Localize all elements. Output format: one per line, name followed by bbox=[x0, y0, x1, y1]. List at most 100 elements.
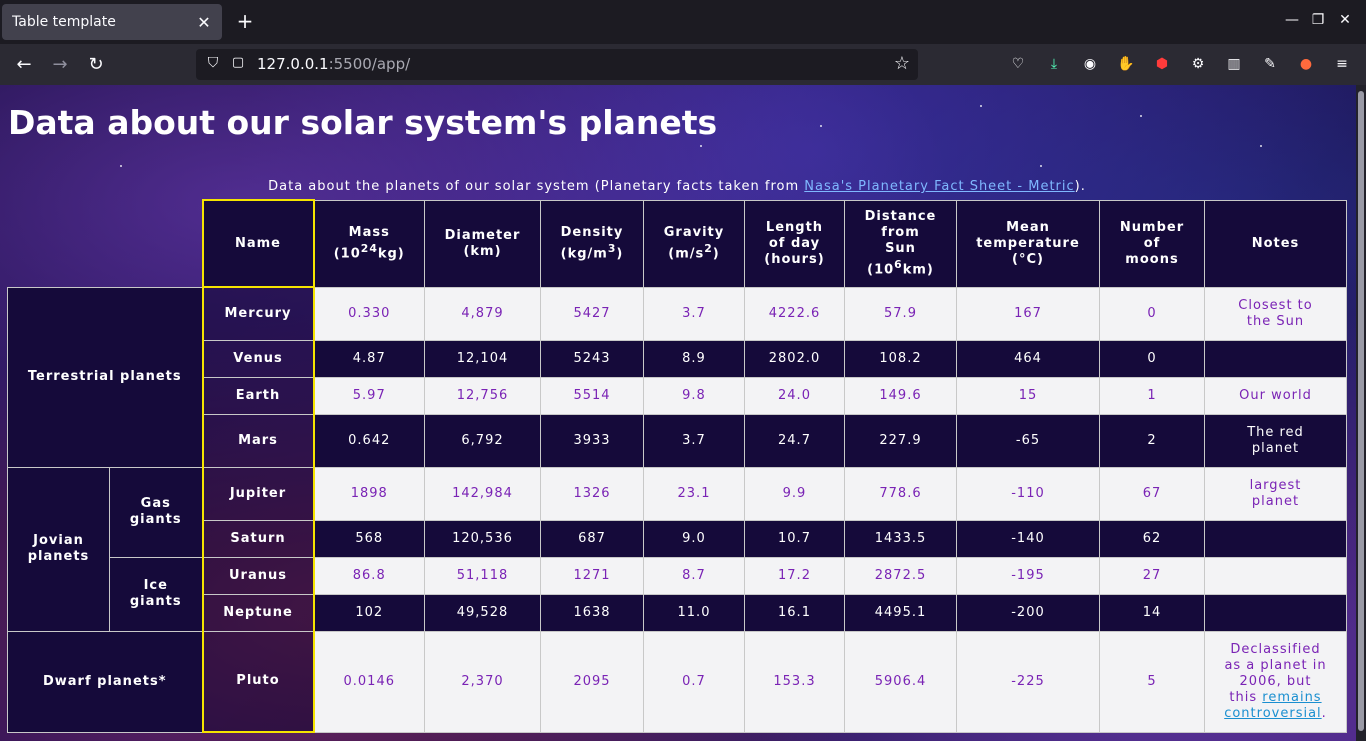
star-decoration bbox=[700, 145, 702, 147]
table-row: Earth 5.97 12,756 5514 9.8 24.0 149.6 15… bbox=[8, 376, 1347, 415]
cell-moons: 27 bbox=[1099, 556, 1205, 595]
corner-cell bbox=[8, 200, 203, 287]
cell-density: 3933 bbox=[540, 413, 644, 468]
shield-icon[interactable]: ⛉ bbox=[207, 55, 219, 71]
url-host: 127.0.0.1 bbox=[257, 55, 329, 73]
bookmark-star-icon[interactable]: ☆ bbox=[893, 53, 910, 74]
nasa-fact-sheet-link[interactable]: Nasa's Planetary Fact Sheet - Metric bbox=[804, 179, 1075, 194]
planet-name: Mercury bbox=[201, 286, 315, 341]
table-row: Terrestrial planets Mercury 0.330 4,879 … bbox=[7, 286, 1347, 468]
cell-notes: Closest to the Sun bbox=[1204, 286, 1347, 341]
reload-icon[interactable]: ↻ bbox=[88, 54, 104, 75]
cell-mass: 0.0146 bbox=[313, 630, 425, 733]
tab-close-icon[interactable]: ✕ bbox=[197, 12, 211, 32]
header-distance: Distance from Sun (106km) bbox=[844, 199, 957, 288]
cell-density: 1638 bbox=[540, 593, 644, 632]
forward-icon[interactable]: → bbox=[52, 54, 68, 75]
minimize-icon[interactable]: — bbox=[1285, 12, 1299, 28]
cell-notes: Declassified as a planet in 2006, but this … bbox=[1204, 630, 1347, 733]
page-icon[interactable]: ▢ bbox=[231, 55, 245, 70]
cell-mass: 102 bbox=[313, 593, 425, 632]
caption-end: ). bbox=[1074, 179, 1086, 194]
extension-duck-icon[interactable]: ● bbox=[1299, 56, 1313, 72]
cell-distance: 5906.4 bbox=[844, 630, 957, 733]
extension-bars-icon[interactable]: ▥ bbox=[1227, 56, 1241, 72]
cell-temp: -200 bbox=[956, 593, 1100, 632]
cell-day: 9.9 bbox=[744, 466, 845, 521]
remains-controversial-link[interactable]: remains controversial bbox=[1224, 689, 1322, 721]
extension-avatar-icon[interactable]: ◉ bbox=[1083, 56, 1097, 72]
group-terrestrial: Terrestrial planets bbox=[7, 286, 203, 468]
header-name: Name bbox=[201, 199, 315, 288]
cell-gravity: 8.7 bbox=[643, 556, 745, 595]
cell-gravity: 3.7 bbox=[643, 286, 745, 341]
table-row: Jovian planets Gas giants Jupiter 1898 142… bbox=[7, 466, 1347, 632]
star-decoration bbox=[980, 105, 982, 107]
cell-temp: -225 bbox=[956, 630, 1100, 733]
cell-density: 5243 bbox=[540, 339, 644, 378]
group-jovian: Jovian planets bbox=[7, 466, 110, 632]
cell-diameter: 2,370 bbox=[424, 630, 541, 733]
header-temperature: Mean temperature (°C) bbox=[956, 199, 1100, 288]
cell-notes bbox=[1204, 519, 1347, 558]
cell-gravity: 11.0 bbox=[643, 593, 745, 632]
new-tab-icon[interactable]: + bbox=[236, 9, 254, 33]
table-row: Venus 4.87 12,104 5243 8.9 2802.0 108.2 … bbox=[8, 339, 1347, 378]
header-gravity: Gravity (m/s2) bbox=[643, 199, 745, 288]
extension-gear-icon[interactable]: ⚙ bbox=[1191, 56, 1205, 72]
star-decoration bbox=[820, 125, 822, 127]
page-viewport: Data about our solar system's planets Da… bbox=[0, 85, 1356, 741]
url-bar[interactable]: ⛉ ▢ 127.0.0.1:5500/app/ ☆ bbox=[196, 49, 918, 80]
cell-distance: 149.6 bbox=[844, 376, 957, 415]
table-row: Ice giants Uranus 86.8 51,118 1271 8.7 17… bbox=[8, 556, 1347, 632]
scrollbar[interactable] bbox=[1356, 85, 1366, 741]
back-icon[interactable]: ← bbox=[16, 54, 32, 75]
scrollbar-thumb[interactable] bbox=[1358, 91, 1364, 731]
cell-temp: 15 bbox=[956, 376, 1100, 415]
table-row: Dwarf planets* Pluto 0.0146 2,370 2095 0… bbox=[7, 630, 1347, 733]
cell-mass: 1898 bbox=[313, 466, 425, 521]
cell-notes: Our world bbox=[1204, 376, 1347, 415]
cell-gravity: 9.8 bbox=[643, 376, 745, 415]
star-decoration bbox=[1040, 165, 1042, 167]
cell-day: 4222.6 bbox=[744, 286, 845, 341]
extension-paw-icon[interactable]: ✋ bbox=[1117, 56, 1135, 72]
cell-mass: 5.97 bbox=[313, 376, 425, 415]
cell-diameter: 4,879 bbox=[424, 286, 541, 341]
header-density: Density (kg/m3) bbox=[540, 199, 644, 288]
window-close-icon[interactable]: ✕ bbox=[1339, 12, 1351, 28]
header-diameter: Diameter (km) bbox=[424, 199, 541, 288]
cell-moons: 2 bbox=[1099, 413, 1205, 468]
cell-gravity: 8.9 bbox=[643, 339, 745, 378]
cell-distance: 227.9 bbox=[844, 413, 957, 468]
cell-notes bbox=[1204, 556, 1347, 595]
url-path: :5500/app/ bbox=[328, 55, 411, 73]
planet-name: Earth bbox=[201, 376, 315, 415]
url-text[interactable]: 127.0.0.1:5500/app/ bbox=[257, 55, 410, 73]
cell-moons: 0 bbox=[1099, 339, 1205, 378]
extension-pen-icon[interactable]: ✎ bbox=[1264, 56, 1276, 72]
planet-name: Venus bbox=[201, 339, 315, 378]
extension-shield-icon[interactable]: ⬢ bbox=[1155, 56, 1169, 72]
cell-day: 2802.0 bbox=[744, 339, 845, 378]
star-decoration bbox=[1260, 145, 1262, 147]
download-icon[interactable]: ⤓ bbox=[1050, 56, 1058, 72]
cell-day: 24.0 bbox=[744, 376, 845, 415]
pocket-icon[interactable]: ♡ bbox=[1011, 56, 1025, 72]
menu-icon[interactable]: ≡ bbox=[1336, 56, 1348, 72]
tab-title: Table template bbox=[12, 14, 116, 30]
cell-temp: -65 bbox=[956, 413, 1100, 468]
group-gas-giants: Gas giants bbox=[109, 466, 203, 558]
cell-notes: The red planet bbox=[1204, 413, 1347, 468]
restore-icon[interactable]: ❐ bbox=[1311, 12, 1325, 28]
browser-tab[interactable]: Table template ✕ bbox=[2, 4, 222, 40]
planet-name: Pluto bbox=[201, 630, 315, 733]
star-decoration bbox=[120, 165, 122, 167]
cell-notes: largest planet bbox=[1204, 466, 1347, 521]
cell-moons: 62 bbox=[1099, 519, 1205, 558]
cell-density: 1326 bbox=[540, 466, 644, 521]
planets-table: Data about the planets of our solar syst… bbox=[7, 178, 1347, 733]
cell-temp: 167 bbox=[956, 286, 1100, 341]
cell-density: 687 bbox=[540, 519, 644, 558]
cell-temp: -140 bbox=[956, 519, 1100, 558]
